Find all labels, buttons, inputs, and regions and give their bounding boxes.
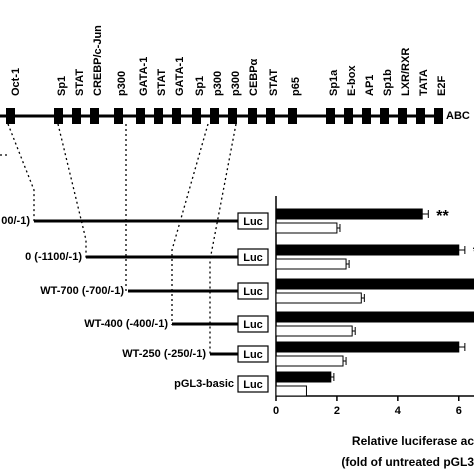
factor-label: STAT (74, 69, 86, 96)
factor-box (248, 108, 257, 124)
factor-label: TATA (418, 69, 430, 96)
factor-label: Oct-1 (10, 68, 22, 96)
factor-label: p300 (230, 71, 242, 96)
bar (275, 244, 460, 256)
factor-label: E2F (436, 76, 448, 96)
x-axis-label: Relative luciferase ac (352, 434, 474, 448)
bar (275, 385, 307, 397)
factor-label: CEBPα (248, 58, 260, 96)
factor-label: GATA-1 (174, 57, 186, 96)
construct-label: WT-400 (-400/-1) (84, 318, 168, 330)
bar (275, 292, 362, 304)
factor-box (326, 108, 335, 124)
luc-box (237, 345, 269, 363)
factor-label: p300 (212, 71, 224, 96)
factor-box (398, 108, 407, 124)
luc-box (237, 315, 269, 333)
construct-label: pGL3-basic (174, 378, 234, 390)
luc-box (237, 248, 269, 266)
bar (275, 208, 423, 220)
bar (275, 222, 338, 234)
factor-label: Sp1 (194, 76, 206, 96)
factor-label: STAT (268, 69, 280, 96)
luc-label: Luc (243, 216, 263, 228)
luc-label: Luc (243, 379, 263, 391)
x-axis-label: (fold of untreated pGL3 (341, 455, 474, 469)
factor-box (380, 108, 389, 124)
luc-box (237, 375, 269, 393)
factor-label: Sp1 (56, 76, 68, 96)
bar (275, 258, 347, 270)
construct-label: WT-700 (-700/-1) (40, 285, 124, 297)
luc-box (237, 212, 269, 230)
x-tick-label: 6 (456, 405, 462, 417)
factor-label: LXR/RXR (400, 48, 412, 96)
factor-box (266, 108, 275, 124)
factor-box (344, 108, 353, 124)
factor-box (210, 108, 219, 124)
luc-label: Luc (243, 319, 263, 331)
factor-label: p65 (290, 77, 302, 96)
bar (275, 311, 474, 323)
factor-box (228, 108, 237, 124)
factor-label: CREBP/c-Jun (92, 25, 104, 96)
factor-box (434, 108, 443, 124)
luc-label: Luc (243, 349, 263, 361)
factor-box (54, 108, 63, 124)
construct-label: WT-250 (-250/-1) (122, 348, 206, 360)
bar (275, 371, 332, 383)
luc-label: Luc (243, 286, 263, 298)
factor-box (90, 108, 99, 124)
factor-label: Sp1a (328, 69, 340, 96)
factor-label: p300 (116, 71, 128, 96)
x-tick-label: 4 (395, 405, 402, 417)
x-tick-label: 2 (334, 405, 340, 417)
factor-box (192, 108, 201, 124)
construct-label: 0 (-1100/-1) (25, 251, 82, 263)
significance: ** (436, 208, 449, 225)
factor-label: AP1 (364, 75, 376, 96)
x-tick-label: 0 (273, 405, 279, 417)
factor-box (362, 108, 371, 124)
factor-label: Sp1b (382, 69, 394, 96)
factor-label: GATA-1 (138, 57, 150, 96)
factor-label: E-box (346, 65, 358, 96)
factor-box (72, 108, 81, 124)
bar (275, 341, 460, 353)
factor-label: STAT (156, 69, 168, 96)
factor-box (172, 108, 181, 124)
bar (275, 278, 474, 290)
luc-box (237, 282, 269, 300)
factor-box (6, 108, 15, 124)
factor-box (416, 108, 425, 124)
significance: * (473, 244, 474, 261)
bar (275, 325, 353, 337)
factor-box (136, 108, 145, 124)
factor-box (288, 108, 297, 124)
factor-box (154, 108, 163, 124)
factor-box (114, 108, 123, 124)
bar (275, 355, 344, 367)
luc-label: Luc (243, 252, 263, 264)
gene-label: ABC (446, 110, 470, 122)
construct-label: 00/-1) (1, 215, 30, 227)
